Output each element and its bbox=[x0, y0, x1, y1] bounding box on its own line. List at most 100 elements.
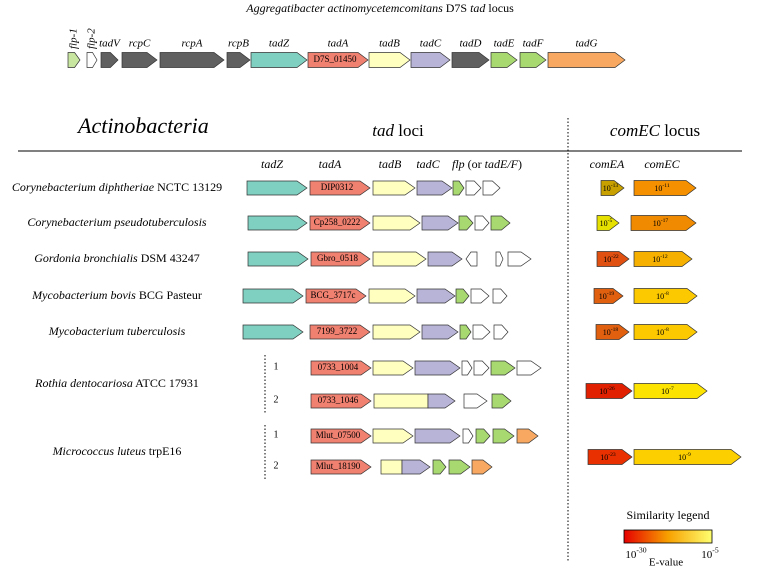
comec-heading: comEC locus bbox=[610, 121, 700, 140]
column-header: comEA bbox=[590, 157, 625, 171]
legend-gradient bbox=[623, 529, 713, 544]
column-header: tadZ bbox=[261, 157, 283, 171]
legend-title: Similarity legend bbox=[627, 508, 710, 522]
gene-arrow bbox=[414, 360, 461, 376]
evalue: 10-22 bbox=[603, 254, 619, 264]
species: Rothia dentocariosa bbox=[34, 376, 133, 390]
gene-arrow bbox=[226, 52, 251, 68]
gene-arrow bbox=[630, 215, 697, 231]
evalue-base: 10 bbox=[653, 219, 661, 228]
gene-name: tadZ bbox=[269, 38, 290, 50]
gene-arrow bbox=[516, 428, 539, 444]
gene-arrow bbox=[372, 180, 416, 196]
gene-name: tadC bbox=[420, 38, 442, 50]
gene-arrow bbox=[372, 324, 421, 340]
gene-arrow bbox=[491, 393, 512, 409]
evalue-base: 10 bbox=[603, 255, 611, 264]
evalue-base: 10 bbox=[599, 387, 607, 396]
evalue-base: 10 bbox=[603, 184, 611, 193]
gene-arrow bbox=[421, 324, 459, 340]
gene-arrow bbox=[67, 52, 81, 68]
evalue-base: 10 bbox=[678, 453, 686, 462]
evalue-exponent: -12 bbox=[660, 254, 668, 260]
locus-index: 1 bbox=[274, 361, 279, 372]
column-header: tadC bbox=[416, 157, 440, 171]
gene-arrow bbox=[482, 180, 501, 196]
title-locus: tad bbox=[470, 1, 486, 15]
locus-tag: Cp258_0222 bbox=[314, 217, 361, 227]
gene-arrow bbox=[159, 52, 225, 68]
gene-arrow bbox=[633, 449, 742, 465]
locus-index: 1 bbox=[274, 429, 279, 440]
gene-arrow bbox=[472, 324, 491, 340]
evalue-exponent: -5 bbox=[712, 545, 719, 554]
species: Mycobacterium bovis bbox=[31, 288, 136, 302]
evalue-exponent: -13 bbox=[611, 183, 619, 189]
evalue: 10-8 bbox=[656, 327, 669, 337]
gene-arrow bbox=[401, 459, 431, 475]
gene-arrow bbox=[593, 288, 624, 304]
gene-arrow bbox=[459, 324, 472, 340]
evalue: 10-8 bbox=[656, 291, 669, 301]
evalue-base: 10 bbox=[701, 549, 713, 561]
gene-arrow bbox=[416, 180, 453, 196]
evalue: 10-9 bbox=[678, 452, 691, 462]
species: Gordonia bronchialis bbox=[34, 251, 138, 265]
gene-name: tadF bbox=[523, 38, 544, 50]
species: Corynebacterium pseudotuberculosis bbox=[27, 215, 207, 229]
strain: NCTC 13129 bbox=[154, 180, 222, 194]
gene-name: rcpA bbox=[182, 38, 203, 50]
gene-arrow bbox=[246, 180, 308, 196]
gene-arrow bbox=[372, 360, 414, 376]
evalue: 10-13 bbox=[603, 183, 619, 193]
comec-word: comEC bbox=[610, 121, 661, 140]
gene-arrow bbox=[455, 288, 470, 304]
gene-arrow bbox=[547, 52, 626, 68]
gene-arrow bbox=[368, 288, 416, 304]
gene-arrow bbox=[410, 52, 451, 68]
gene-arrow bbox=[451, 52, 490, 68]
gene-arrow bbox=[465, 180, 482, 196]
evalue-base: 10 bbox=[656, 292, 664, 301]
evalue: 10-18 bbox=[603, 327, 619, 337]
evalue: 10-30 bbox=[625, 545, 646, 560]
gene-arrow bbox=[310, 393, 372, 409]
evalue-base: 10 bbox=[661, 387, 669, 396]
gene-arrow bbox=[587, 449, 633, 465]
evalue: 10-12 bbox=[652, 254, 668, 264]
title-strain: D7S bbox=[446, 1, 467, 15]
evalue-base: 10 bbox=[599, 292, 607, 301]
organism-label: Corynebacterium diphtheriae NCTC 13129 bbox=[12, 180, 222, 194]
evalue-exponent: -8 bbox=[664, 327, 669, 333]
gene-segment bbox=[373, 393, 429, 409]
gene-arrow bbox=[596, 251, 630, 267]
flp-word: flp bbox=[452, 157, 465, 171]
gene-arrow bbox=[310, 459, 372, 475]
species: Mycobacterium tuberculosis bbox=[48, 324, 186, 338]
gene-arrow bbox=[461, 360, 473, 376]
gene-name: tadV bbox=[99, 38, 121, 50]
locus-tag: Mlut_07500 bbox=[316, 430, 361, 440]
locus-tag: 0733_1004 bbox=[318, 362, 359, 372]
gene-arrow bbox=[596, 215, 620, 231]
gene-arrow bbox=[463, 393, 488, 409]
evalue-exponent: -11 bbox=[662, 183, 669, 189]
gene-name: tadA bbox=[328, 38, 349, 50]
locus-tag: DIP0312 bbox=[321, 182, 354, 192]
locus-tag: Mlut_18190 bbox=[316, 461, 361, 471]
gene-arrow bbox=[470, 288, 490, 304]
gene-arrow bbox=[519, 52, 547, 68]
evalue: 10-19 bbox=[599, 291, 615, 301]
evalue: 10-7 bbox=[661, 386, 674, 396]
gene-arrow bbox=[307, 52, 369, 68]
organism-label: Mycobacterium bovis BCG Pasteur bbox=[31, 288, 202, 302]
evalue-exponent: -8 bbox=[664, 291, 669, 297]
gene-arrow bbox=[492, 288, 508, 304]
gene-arrow bbox=[600, 180, 625, 196]
evalue: 10-26 bbox=[599, 386, 615, 396]
evalue: 10-5 bbox=[701, 545, 719, 560]
evalue: 10-5 bbox=[600, 218, 613, 228]
gene-name: rcpB bbox=[228, 38, 249, 50]
evalue-exponent: -30 bbox=[636, 545, 646, 554]
